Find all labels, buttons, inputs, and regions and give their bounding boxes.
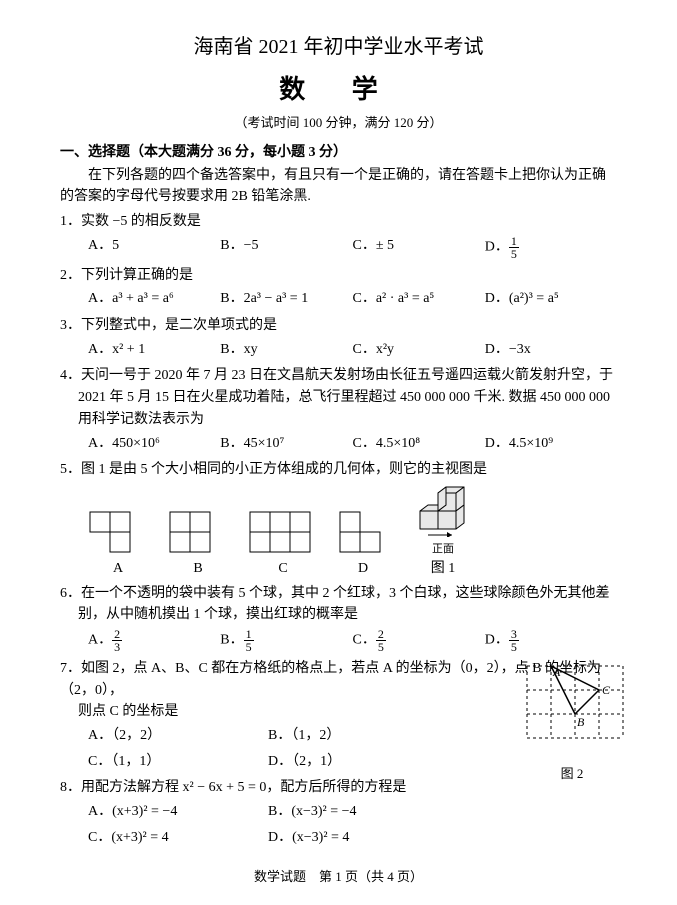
q5-fig-a-icon [88, 510, 148, 554]
q3-opt-c: C．x²y [353, 337, 485, 363]
q3-options: A．x² + 1 B．xy C．x²y D．−3x [88, 337, 617, 363]
q8-opt-a: A．(x+3)² = −4 [88, 799, 268, 825]
q3-opt-b: B．xy [220, 337, 352, 363]
q6-options: A．23 B．15 C．25 D．35 [88, 626, 617, 655]
fig2-label-c: C [602, 683, 611, 697]
question-1: 1．实数 −5 的相反数是 A．5 B．−5 C．± 5 D．15 [60, 211, 617, 262]
question-6: 6．在一个不透明的袋中装有 5 个球，其中 2 个红球，3 个白球，这些球除颜色… [60, 583, 617, 655]
exam-info: （考试时间 100 分钟，满分 120 分） [60, 112, 617, 131]
q4-opt-a: A．450×10⁶ [88, 431, 220, 457]
q5-fig-d-icon [338, 510, 388, 554]
q2-opt-c: C．a² · a³ = a⁵ [353, 286, 485, 312]
fig2-label-b: B [577, 715, 585, 729]
q7-opt-b: B．（1，2） [268, 723, 448, 749]
q7-opt-c: C．（1，1） [88, 749, 268, 775]
fig2-label-a: A [552, 665, 561, 679]
q4-opt-b: B．45×10⁷ [220, 431, 352, 457]
q3-opt-a: A．x² + 1 [88, 337, 220, 363]
q6-opt-d: D．35 [485, 626, 617, 655]
figure-2: A C B 图 2 [517, 658, 627, 782]
q5-opt-c: C [248, 510, 318, 580]
q7-opt-a: A．（2，2） [88, 723, 268, 749]
exam-page: 海南省 2021 年初中学业水平考试 数 学 （考试时间 100 分钟，满分 1… [0, 0, 677, 905]
q1-opt-c: C．± 5 [353, 233, 485, 262]
page-footer: 数学试题 第 1 页（共 4 页） [60, 866, 617, 885]
q7-q8-block: A C B 图 2 7．如图 2，点 A、B、C 都在方格纸的格点上，若点 A … [60, 658, 617, 851]
q5-stem: 5．图 1 是由 5 个大小相同的小正方体组成的几何体，则它的主视图是 [60, 459, 617, 481]
q5-fig-b-icon [168, 510, 228, 554]
q4-line3: 用科学记数法表示为 [78, 409, 617, 431]
q6-line2: 别，从中随机摸出 1 个球，摸出红球的概率是 [78, 604, 617, 626]
q1-options: A．5 B．−5 C．± 5 D．15 [88, 233, 617, 262]
q3-opt-d: D．−3x [485, 337, 617, 363]
q5-opt-b: B [168, 510, 228, 580]
q6-opt-b: B．15 [220, 626, 352, 655]
q7-opt-d: D．（2，1） [268, 749, 448, 775]
q5-figures: A B C [88, 481, 617, 580]
q4-line1: 4．天问一号于 2020 年 7 月 23 日在文昌航天发射场由长征五号遥四运载… [60, 365, 617, 387]
figure-2-icon: A C B [517, 658, 627, 758]
section-instruction: 在下列各题的四个备选答案中，有且只有一个是正确的，请在答题卡上把你认为正确的答案… [60, 165, 617, 207]
question-2: 2．下列计算正确的是 A．a³ + a³ = a⁶ B．2a³ − a³ = 1… [60, 265, 617, 312]
q5-fig-c-icon [248, 510, 318, 554]
q8-opt-c: C．(x+3)² = 4 [88, 825, 268, 851]
q6-opt-c: C．25 [353, 626, 485, 655]
question-8: 8．用配方法解方程 x² − 6x + 5 = 0，配方后所得的方程是 A．(x… [60, 777, 617, 850]
question-3: 3．下列整式中，是二次单项式的是 A．x² + 1 B．xy C．x²y D．−… [60, 315, 617, 362]
q2-opt-b: B．2a³ − a³ = 1 [220, 286, 352, 312]
q1-opt-a: A．5 [88, 233, 220, 262]
q8-opt-d: D．(x−3)² = 4 [268, 825, 448, 851]
q1-stem: 1．实数 −5 的相反数是 [60, 211, 617, 233]
q8-options: A．(x+3)² = −4 B．(x−3)² = −4 C．(x+3)² = 4… [88, 799, 617, 850]
subject-title: 数 学 [60, 69, 617, 106]
q6-line1: 6．在一个不透明的袋中装有 5 个球，其中 2 个红球，3 个白球，这些球除颜色… [60, 583, 617, 605]
province-title: 海南省 2021 年初中学业水平考试 [60, 30, 617, 59]
q5-solid: 正面 图 1 [408, 481, 478, 580]
q8-opt-b: B．(x−3)² = −4 [268, 799, 448, 825]
q4-line2: 2021 年 5 月 15 日在火星成功着陆，总飞行里程超过 450 000 0… [78, 387, 617, 409]
q2-opt-d: D．(a²)³ = a⁵ [485, 286, 617, 312]
q1-opt-d: D．15 [485, 233, 617, 262]
q1-opt-b: B．−5 [220, 233, 352, 262]
q4-opt-c: C．4.5×10⁸ [353, 431, 485, 457]
question-5: 5．图 1 是由 5 个大小相同的小正方体组成的几何体，则它的主视图是 A B [60, 459, 617, 579]
q4-opt-d: D．4.5×10⁹ [485, 431, 617, 457]
q2-opt-a: A．a³ + a³ = a⁶ [88, 286, 220, 312]
q5-opt-a: A [88, 510, 148, 580]
q2-stem: 2．下列计算正确的是 [60, 265, 617, 287]
q4-options: A．450×10⁶ B．45×10⁷ C．4.5×10⁸ D．4.5×10⁹ [88, 431, 617, 457]
q5-opt-d: D [338, 510, 388, 580]
q3-stem: 3．下列整式中，是二次单项式的是 [60, 315, 617, 337]
q6-opt-a: A．23 [88, 626, 220, 655]
q5-solid-icon [408, 481, 478, 537]
q2-options: A．a³ + a³ = a⁶ B．2a³ − a³ = 1 C．a² · a³ … [88, 286, 617, 312]
question-4: 4．天问一号于 2020 年 7 月 23 日在文昌航天发射场由长征五号遥四运载… [60, 365, 617, 456]
section-heading: 一、选择题（本大题满分 36 分，每小题 3 分） [60, 141, 617, 161]
